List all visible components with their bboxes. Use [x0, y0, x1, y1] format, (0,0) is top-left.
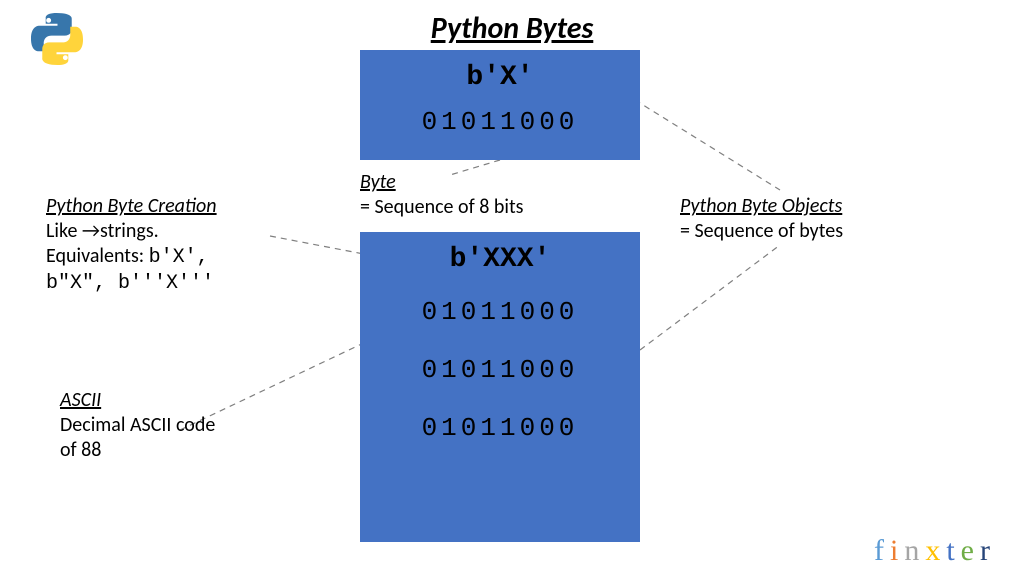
finxter-brand: finxter [874, 534, 996, 568]
annotation-byte-body: = Sequence of 8 bits [360, 195, 523, 220]
annotation-ascii-heading: ASCII [60, 388, 215, 413]
annotation-ascii-line1: Decimal ASCII code [60, 413, 215, 438]
annotation-byte-creation-line1: Like →strings. [46, 219, 217, 244]
annotation-byte-creation-line3: b"X", b'''X''' [46, 270, 217, 296]
byte-literal-triple: b'XXX' [360, 244, 640, 275]
annotation-byte-creation-line2: Equivalents: b'X', [46, 244, 217, 270]
byte-literal-single: b'X' [360, 62, 640, 93]
annotation-byte-creation-heading: Python Byte Creation [46, 194, 217, 219]
annotation-ascii: ASCII Decimal ASCII code of 88 [60, 388, 215, 463]
annotation-byte: Byte = Sequence of 8 bits [360, 170, 523, 220]
byte-bits-single: 01011000 [360, 107, 640, 137]
annotation-byte-objects-heading: Python Byte Objects [680, 194, 843, 219]
byte-box-single: b'X' 01011000 [360, 50, 640, 160]
page-title: Python Bytes [0, 10, 1024, 47]
byte-bits-3: 01011000 [360, 413, 640, 443]
annotation-byte-objects-body: = Sequence of bytes [680, 219, 843, 244]
byte-bits-1: 01011000 [360, 297, 640, 327]
annotation-ascii-line2: of 88 [60, 438, 215, 463]
annotation-byte-heading: Byte [360, 170, 523, 195]
byte-box-triple: b'XXX' 01011000 01011000 01011000 [360, 232, 640, 542]
annotation-byte-objects: Python Byte Objects = Sequence of bytes [680, 194, 843, 244]
annotation-byte-creation: Python Byte Creation Like →strings. Equi… [46, 194, 217, 296]
byte-bits-2: 01011000 [360, 355, 640, 385]
